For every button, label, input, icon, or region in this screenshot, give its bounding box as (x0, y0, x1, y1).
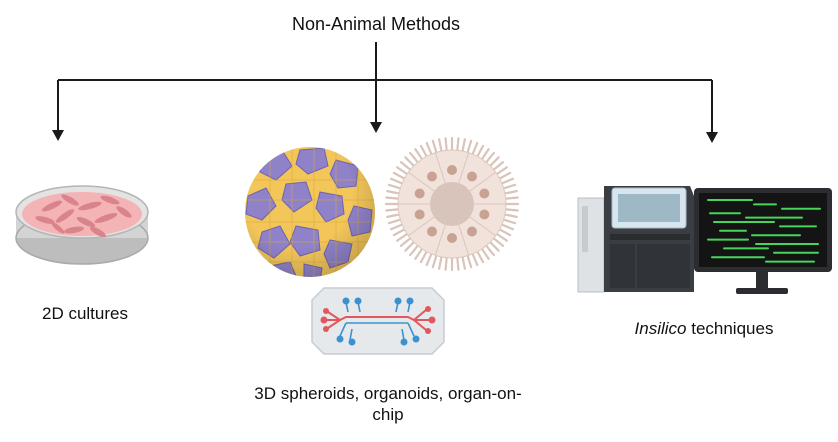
label-3d-line2: chip (372, 405, 404, 424)
spheroid-icon (245, 147, 375, 277)
organ-on-chip-icon (311, 287, 445, 355)
left-arrowhead (52, 130, 64, 141)
label-2d-cultures: 2D cultures (42, 304, 128, 323)
organoid-icon (384, 136, 520, 272)
label-insilico-rest: techniques (686, 319, 774, 338)
petri-dish-icon (15, 185, 149, 265)
middle-arrowhead (370, 122, 382, 133)
arrowheads (52, 122, 718, 143)
computer-workstation-icon (577, 186, 832, 294)
label-insilico-italic: Insilico (634, 319, 687, 338)
diagram-title: Non-Animal Methods (291, 14, 461, 34)
label-3d-line1: 3D spheroids, organoids, organ-on- (254, 384, 522, 403)
label-insilico: Insilico techniques (606, 318, 802, 339)
right-arrowhead (706, 132, 718, 143)
label-3d-models: 3D spheroids, organoids, organ-on- chip (218, 383, 558, 425)
connector-lines (57, 42, 713, 134)
